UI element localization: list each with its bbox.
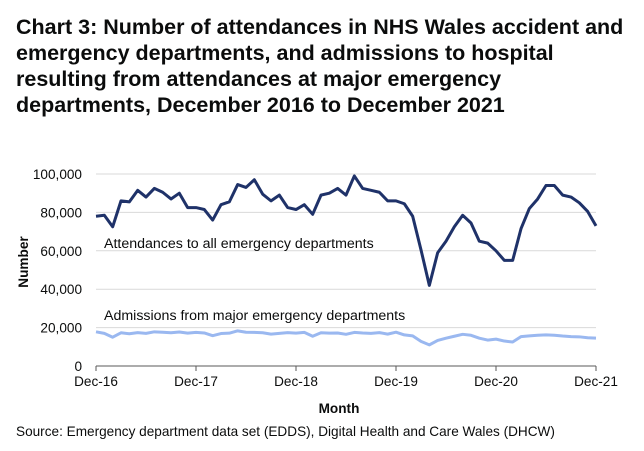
source-note: Source: Emergency department data set (E… <box>16 424 555 439</box>
chart-series <box>95 174 598 347</box>
grid-lines <box>96 173 596 329</box>
y-tick-label: 40,000 <box>40 282 82 297</box>
series-labels: Attendances to all emergency departments… <box>104 236 405 324</box>
series-line <box>95 174 598 287</box>
series-label: Attendances to all emergency departments <box>104 236 374 252</box>
y-axis-ticks: 0 20,000 40,000 60,000 80,000 100,000 <box>33 167 83 374</box>
chart-title: Chart 3: Number of attendances in NHS Wa… <box>16 15 624 117</box>
series-line <box>95 329 597 347</box>
x-tick-label: Dec-19 <box>374 374 418 389</box>
x-axis-label: Month <box>319 401 360 416</box>
y-tick-label: 100,000 <box>33 167 83 182</box>
x-tick-label: Dec-18 <box>274 374 318 389</box>
y-axis-label: Number <box>16 236 31 288</box>
x-axis: Dec-16 Dec-17 Dec-18 Dec-19 Dec-20 Dec-21 <box>74 365 618 389</box>
x-tick-label: Dec-16 <box>74 374 118 389</box>
x-tick-label: Dec-17 <box>174 374 218 389</box>
series-label: Admissions from major emergency departme… <box>104 308 405 324</box>
y-tick-label: 0 <box>74 359 82 374</box>
y-tick-label: 20,000 <box>40 321 82 336</box>
y-tick-label: 60,000 <box>40 244 82 259</box>
x-tick-label: Dec-21 <box>574 374 618 389</box>
y-tick-label: 80,000 <box>40 205 82 220</box>
x-tick-label: Dec-20 <box>474 374 518 389</box>
